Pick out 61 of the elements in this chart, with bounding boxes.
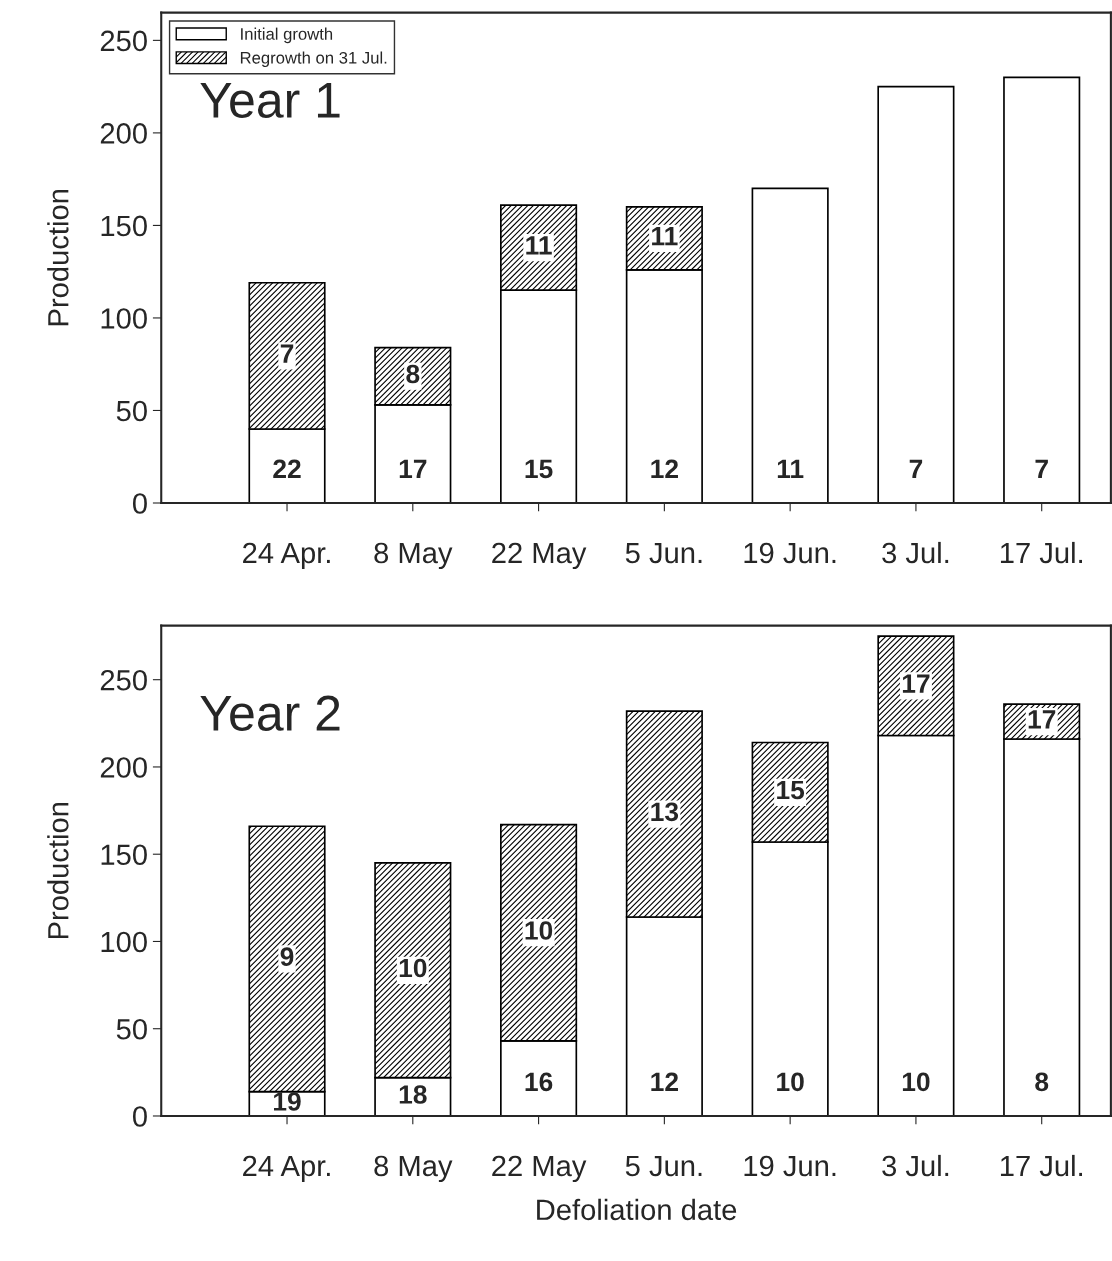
y-tick-label: 0 (132, 493, 147, 514)
x-tick-label: 8 May (374, 542, 453, 570)
annotation: 10 (525, 921, 553, 940)
y-axis-title: Production (47, 189, 69, 326)
annotation: 15 (525, 459, 553, 479)
y-tick-label: 150 (101, 215, 147, 237)
legend-label: Regrowth on 31 Jul. (240, 51, 387, 68)
annotation: 9 (280, 947, 294, 966)
annotation: 10 (399, 958, 427, 978)
text: Year 1 (200, 83, 340, 118)
x-tick-label: 17 Jul. (1000, 541, 1083, 564)
annotation: 17 (399, 459, 427, 478)
annotation: 12 (651, 459, 678, 478)
x-tick-label: 3 Jul. (882, 1154, 949, 1177)
annotation: 17 (1028, 710, 1056, 729)
text: Year 2 (200, 695, 340, 731)
annotation: 15 (777, 780, 805, 800)
y-tick-label: 50 (116, 400, 147, 422)
y-tick-label: 100 (101, 931, 147, 953)
bar (1003, 76, 1081, 503)
y-axis-title: Production (47, 802, 69, 939)
annotation: 10 (777, 1072, 804, 1092)
annotation: 11 (652, 227, 678, 246)
x-tick-label: 8 May (374, 1155, 453, 1183)
y-tick-label: 250 (100, 30, 147, 52)
annotation: 11 (526, 236, 552, 255)
annotation: 10 (902, 1072, 930, 1092)
x-tick-label: 17 Jul. (1000, 1154, 1083, 1177)
x-tick-label: 22 May (492, 542, 587, 570)
y-tick-label: 250 (100, 669, 147, 691)
annotation: 16 (525, 1072, 553, 1092)
annotation: 12 (651, 1072, 678, 1091)
x-tick-label: 22 May (492, 1155, 587, 1183)
annotation: 13 (651, 802, 679, 822)
x-tick-label: 5 Jun. (625, 1155, 702, 1177)
y-tick-label: 200 (100, 123, 147, 144)
y-tick-label: 0 (132, 1106, 147, 1127)
x-tick-label: 19 Jun. (744, 542, 836, 564)
legend-label: Initial growth (241, 27, 333, 44)
x-axis-title: Defoliation date (537, 1198, 737, 1221)
y-tick-label: 200 (100, 757, 147, 778)
y-tick-label: 50 (116, 1018, 147, 1040)
bar (751, 187, 829, 503)
annotation: 22 (273, 459, 301, 478)
x-tick-label: 24 Apr. (243, 542, 330, 570)
annotation: 19 (274, 1092, 301, 1111)
x-tick-label: 24 Apr. (243, 1155, 330, 1183)
annotation: 11 (777, 459, 804, 478)
y-tick-label: 100 (101, 308, 147, 329)
annotation: 18 (399, 1085, 427, 1104)
annotation: 17 (902, 674, 930, 693)
x-tick-label: 3 Jul. (882, 541, 949, 564)
annotation: 7 (909, 459, 923, 478)
bar (877, 85, 955, 503)
y-tick-label: 150 (101, 844, 147, 866)
annotation: 7 (1035, 459, 1048, 478)
x-tick-label: 19 Jun. (744, 1155, 836, 1177)
annotation: 8 (406, 364, 420, 384)
annotation: 8 (1035, 1072, 1049, 1092)
annotation: 7 (280, 344, 294, 363)
x-tick-label: 5 Jun. (625, 542, 702, 564)
